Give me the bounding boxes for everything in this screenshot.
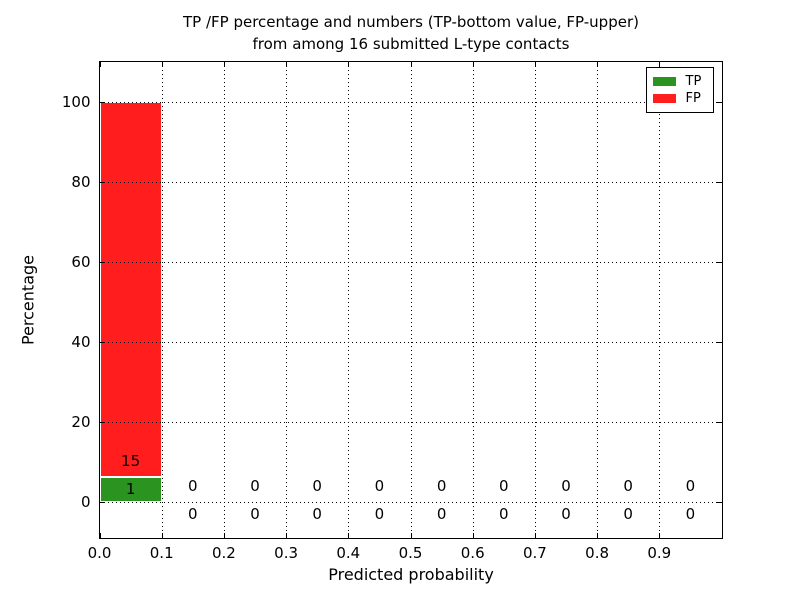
gridline-vertical (410, 61, 412, 538)
y-tick-mark-right (716, 341, 722, 343)
x-tick-mark-bottom (534, 532, 536, 538)
fp-count-label: 0 (250, 476, 260, 495)
fp-count-label: 0 (685, 476, 696, 495)
x-tick-label: 0.5 (398, 543, 423, 562)
y-axis-label: Percentage (18, 254, 38, 346)
legend-label-tp: TP (685, 73, 702, 89)
gridline-horizontal (99, 421, 722, 423)
x-tick-label: 0.1 (149, 543, 174, 562)
bar-segment-tp (99, 476, 162, 502)
x-tick-label: 0.9 (647, 543, 672, 562)
fp-count-label: 0 (374, 476, 385, 495)
x-axis-label: Predicted probability (328, 565, 494, 584)
legend-label-fp: FP (685, 90, 701, 106)
x-tick-mark-top (161, 61, 163, 67)
tp-count-label: 0 (250, 504, 260, 523)
x-tick-mark-bottom (161, 532, 163, 538)
y-tick-label: 0 (80, 492, 91, 511)
legend-item-tp: TP (652, 73, 707, 89)
tp-count-label: 0 (561, 504, 571, 523)
x-tick-mark-top (597, 61, 599, 67)
fp-count-label: 0 (312, 476, 322, 495)
tp-count-label: 0 (623, 504, 633, 523)
x-tick-mark-top (223, 61, 225, 67)
gridline-horizontal (99, 341, 722, 343)
y-tick-mark-right (716, 101, 722, 103)
y-tick-label: 40 (71, 332, 91, 351)
fp-count-label: 15 (121, 451, 141, 470)
y-tick-mark-right (716, 421, 722, 423)
x-tick-label: 0.6 (460, 543, 485, 562)
x-tick-mark-top (659, 61, 661, 67)
gridline-horizontal (99, 261, 722, 263)
legend-swatch-tp (652, 76, 676, 86)
tp-count-label: 0 (374, 504, 385, 523)
x-tick-mark-bottom (286, 532, 288, 538)
x-tick-mark-top (410, 61, 412, 67)
tp-count-label: 0 (685, 504, 696, 523)
x-tick-mark-top (472, 61, 474, 67)
chart-title-line2: from among 16 submitted L-type contacts (252, 35, 570, 53)
x-tick-mark-bottom (472, 532, 474, 538)
x-tick-mark-bottom (659, 532, 661, 538)
tp-count-label: 0 (436, 504, 447, 523)
x-tick-mark-top (348, 61, 350, 67)
bar-segment-fp (99, 101, 162, 477)
legend: TP FP (645, 66, 714, 113)
y-tick-mark-left (99, 501, 105, 503)
x-tick-mark-bottom (99, 532, 101, 538)
y-tick-label: 60 (71, 252, 91, 271)
gridline-vertical (597, 61, 599, 538)
x-tick-mark-bottom (348, 532, 350, 538)
gridline-vertical (472, 61, 474, 538)
y-tick-mark-right (716, 261, 722, 263)
fp-count-label: 0 (499, 476, 509, 495)
x-tick-mark-top (534, 61, 536, 67)
gridline-vertical (659, 61, 661, 538)
x-tick-label: 0.7 (522, 543, 547, 562)
gridline-vertical (348, 61, 350, 538)
tp-count-label: 0 (499, 504, 509, 523)
x-tick-mark-bottom (223, 532, 225, 538)
x-tick-mark-bottom (597, 532, 599, 538)
gridline-vertical (286, 61, 288, 538)
x-tick-mark-top (286, 61, 288, 67)
x-tick-label: 0.3 (274, 543, 299, 562)
y-tick-mark-left (99, 261, 105, 263)
gridline-vertical (223, 61, 225, 538)
y-tick-mark-left (99, 101, 105, 103)
legend-swatch-fp (652, 93, 676, 103)
gridline-vertical (161, 61, 163, 538)
y-tick-mark-left (99, 421, 105, 423)
gridline-horizontal (99, 181, 722, 183)
tp-count-label: 0 (312, 504, 322, 523)
fp-count-label: 0 (623, 476, 633, 495)
chart-title: TP /FP percentage and numbers (TP-bottom… (100, 11, 722, 55)
x-tick-label: 0.4 (336, 543, 361, 562)
fp-count-label: 0 (188, 476, 198, 495)
y-tick-mark-left (99, 181, 105, 183)
y-tick-mark-right (716, 181, 722, 183)
y-tick-label: 100 (61, 92, 91, 111)
fp-count-label: 0 (561, 476, 571, 495)
tp-count-label: 1 (125, 479, 136, 498)
y-tick-mark-right (716, 501, 722, 503)
legend-item-fp: FP (652, 90, 707, 106)
chart-title-line1: TP /FP percentage and numbers (TP-bottom… (183, 13, 639, 31)
tp-count-label: 0 (188, 504, 198, 523)
gridline-horizontal (99, 501, 722, 503)
y-tick-label: 80 (71, 172, 91, 191)
x-tick-label: 0.8 (585, 543, 610, 562)
gridline-horizontal (99, 101, 722, 103)
y-tick-mark-left (99, 341, 105, 343)
gridline-vertical (534, 61, 536, 538)
y-tick-label: 20 (71, 412, 91, 431)
x-tick-label: 0.0 (87, 543, 112, 562)
fp-count-label: 0 (436, 476, 447, 495)
x-tick-label: 0.2 (211, 543, 236, 562)
plot-area: TP FP 0.0 0.1 0.2 0.3 0.4 0.5 0.6 0.7 0.8 0.9 0 20 4… (62, 60, 723, 562)
x-tick-mark-bottom (410, 532, 412, 538)
x-tick-mark-top (99, 61, 101, 67)
